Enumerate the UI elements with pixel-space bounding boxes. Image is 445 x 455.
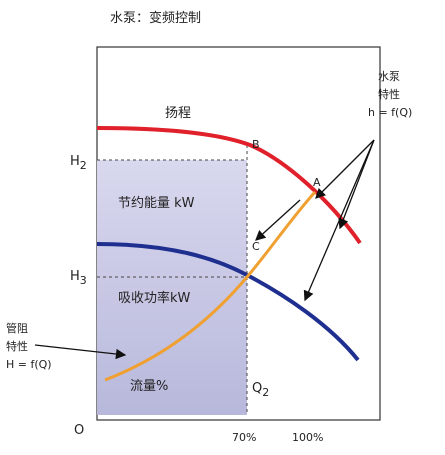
title: 水泵：变频控制 bbox=[110, 10, 201, 26]
label: 70% bbox=[232, 431, 256, 444]
label: 扬程 bbox=[165, 106, 191, 121]
label: 吸收功率kW bbox=[118, 290, 191, 306]
system-curve bbox=[104, 191, 317, 382]
label: Q2 bbox=[252, 381, 269, 399]
label: 水泵 bbox=[378, 70, 400, 83]
arrows bbox=[34, 139, 375, 360]
label: h = f(Q) bbox=[368, 106, 412, 119]
label: 流量% bbox=[130, 379, 168, 394]
label: H = f(Q) bbox=[6, 358, 52, 371]
label: O bbox=[74, 423, 84, 438]
label: C bbox=[252, 240, 260, 253]
guides bbox=[97, 145, 248, 415]
label: 管阻 bbox=[6, 321, 28, 335]
label: 特性 bbox=[378, 87, 400, 101]
label: 特性 bbox=[6, 339, 28, 353]
label: A bbox=[313, 176, 321, 189]
label: 节约能量 kW bbox=[118, 196, 195, 211]
label: 100% bbox=[292, 431, 323, 444]
pump-curve-full bbox=[96, 126, 362, 245]
label: B bbox=[252, 138, 260, 151]
label: H2 bbox=[70, 154, 87, 172]
label: H3 bbox=[70, 269, 87, 287]
